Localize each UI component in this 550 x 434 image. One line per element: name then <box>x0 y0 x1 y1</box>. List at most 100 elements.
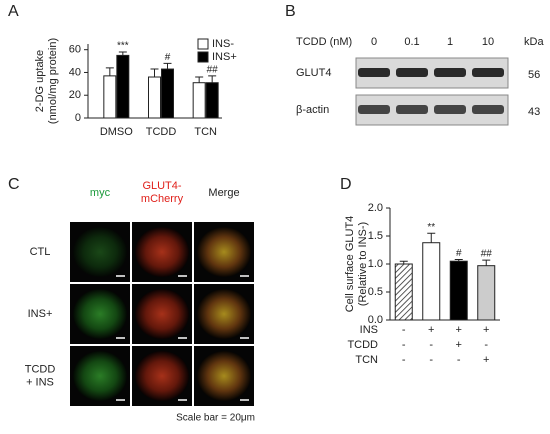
cell <box>197 289 251 339</box>
blot-kda: 43 <box>528 106 540 118</box>
condition-label: TCDD <box>347 339 378 351</box>
row-label: TCDD + INS <box>25 363 56 388</box>
error-bar <box>163 62 172 70</box>
error-bar <box>208 75 217 83</box>
blot-band <box>434 105 466 114</box>
condition-label: TCN <box>355 354 378 366</box>
unit-label: kDa <box>524 36 544 48</box>
y-tick-label: 0 <box>75 112 81 124</box>
bar <box>116 54 130 119</box>
bar <box>192 82 206 119</box>
blot-band <box>434 68 466 77</box>
bar <box>148 76 161 119</box>
blot-band <box>472 105 504 114</box>
dose-label: 1 <box>447 36 453 48</box>
y-axis-label-line: (nmol/mg protein) <box>47 38 59 124</box>
panel-letter: D <box>340 176 352 193</box>
error-bar <box>105 67 114 76</box>
panel-letter: C <box>8 176 20 193</box>
column-header-line: Merge <box>208 187 239 199</box>
blot-band <box>396 105 428 114</box>
bar <box>205 82 219 119</box>
error-bar <box>482 259 491 266</box>
y-tick-label: 40 <box>69 66 81 78</box>
condition-label: INS <box>360 324 378 336</box>
y-tick-label: 20 <box>69 89 81 101</box>
blot-row-label: GLUT4 <box>296 67 331 79</box>
dose-label: 0.1 <box>404 36 419 48</box>
row-label-line: CTL <box>30 246 51 258</box>
error-bar <box>195 76 204 83</box>
significance-mark: *** <box>117 41 129 52</box>
condition-sign: - <box>429 354 433 366</box>
y-axis-label: 2-DG uptake(nmol/mg protein) <box>34 38 59 124</box>
x-tick-label: TCDD <box>146 126 177 138</box>
bar <box>161 68 174 119</box>
column-header: Merge <box>208 187 239 199</box>
x-tick-label: DMSO <box>100 126 133 138</box>
bar <box>449 260 468 321</box>
row-label: CTL <box>30 246 51 258</box>
row-label-line: INS+ <box>28 308 53 320</box>
legend-swatch <box>197 51 209 63</box>
y-tick-label: 2.0 <box>368 202 383 214</box>
blot-kda: 56 <box>528 69 540 81</box>
legend-label: INS+ <box>212 51 237 63</box>
y-axis-label-line: Cell surface GLUT4 <box>344 216 356 313</box>
cell <box>73 351 127 401</box>
dose-label: 10 <box>482 36 494 48</box>
column-header-line: GLUT4- <box>142 180 181 192</box>
panel-letter: A <box>8 3 19 20</box>
legend-swatch <box>197 38 209 50</box>
y-tick-label: 0.5 <box>368 286 383 298</box>
x-tick-label: TCN <box>194 126 217 138</box>
y-axis-label: Cell surface GLUT4(Relative to INS-) <box>344 216 369 313</box>
condition-sign: + <box>456 339 462 351</box>
scale-bar-note: Scale bar = 20μm <box>176 413 255 424</box>
condition-sign: - <box>484 339 488 351</box>
significance-mark: ** <box>427 222 435 233</box>
condition-sign: + <box>428 324 434 336</box>
bar <box>394 263 413 321</box>
y-axis-label-line: 2-DG uptake <box>34 50 46 112</box>
blot-band <box>396 68 428 77</box>
row-label: INS+ <box>28 308 53 320</box>
condition-sign: + <box>456 324 462 336</box>
y-tick-label: 0.0 <box>368 314 383 326</box>
y-tick-label: 1.0 <box>368 258 383 270</box>
y-axis-label-line: (Relative to INS-) <box>357 222 369 306</box>
column-header-line: mCherry <box>141 193 184 205</box>
column-header: myc <box>90 187 111 199</box>
blot-header: TCDD (nM) <box>296 36 352 48</box>
bar <box>477 265 496 321</box>
cell <box>135 289 189 339</box>
cell <box>135 351 189 401</box>
significance-mark: # <box>456 248 462 259</box>
bar <box>422 242 441 321</box>
blot-band <box>472 68 504 77</box>
cell <box>197 351 251 401</box>
dose-label: 0 <box>371 36 377 48</box>
condition-sign: - <box>457 354 461 366</box>
significance-mark: # <box>165 52 171 63</box>
bar <box>103 75 117 119</box>
error-bar <box>427 232 436 243</box>
cell <box>73 227 127 277</box>
blot-band <box>358 68 390 77</box>
significance-mark: ## <box>481 249 493 260</box>
error-bar <box>118 51 127 56</box>
condition-sign: - <box>402 354 406 366</box>
column-header: GLUT4-mCherry <box>141 180 184 205</box>
y-tick-label: 1.5 <box>368 230 383 242</box>
y-tick-label: 60 <box>69 44 81 56</box>
blot-band <box>358 105 390 114</box>
panel-letter: B <box>285 3 296 20</box>
significance-mark: ## <box>207 65 219 76</box>
row-label-line: + INS <box>26 376 54 388</box>
condition-sign: + <box>483 354 489 366</box>
column-header-line: myc <box>90 187 111 199</box>
error-bar <box>150 68 159 78</box>
blot-row-label: β-actin <box>296 104 329 116</box>
condition-sign: + <box>483 324 489 336</box>
